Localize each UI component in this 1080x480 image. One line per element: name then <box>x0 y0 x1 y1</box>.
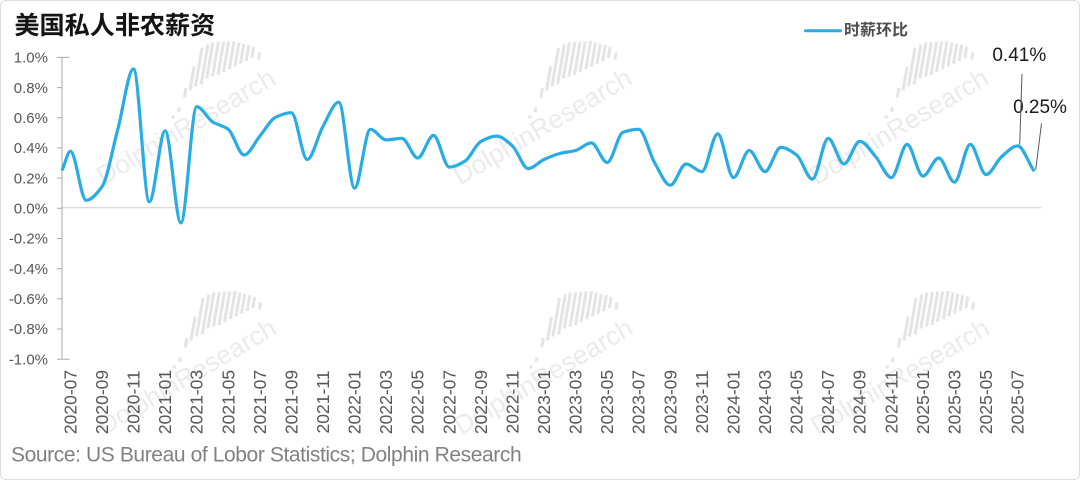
svg-text:2024-07: 2024-07 <box>818 370 838 434</box>
svg-text:-1.0%: -1.0% <box>9 351 48 368</box>
svg-text:2022-05: 2022-05 <box>408 370 428 434</box>
svg-text:2024-11: 2024-11 <box>881 371 901 434</box>
svg-text:0.25%: 0.25% <box>1013 97 1067 118</box>
svg-text:2021-01: 2021-01 <box>155 370 175 434</box>
svg-text:2023-05: 2023-05 <box>597 370 617 434</box>
svg-text:0.2%: 0.2% <box>14 170 48 187</box>
svg-text:2022-01: 2022-01 <box>345 370 365 434</box>
svg-text:DolphinResearch: DolphinResearch <box>804 62 993 190</box>
svg-text:2025-05: 2025-05 <box>976 370 996 434</box>
svg-text:2023-07: 2023-07 <box>629 370 649 434</box>
svg-text:Source: US Bureau of Lobor Sta: Source: US Bureau of Lobor Statistics; D… <box>11 444 521 467</box>
svg-text:2021-07: 2021-07 <box>250 370 270 434</box>
svg-text:2023-11: 2023-11 <box>692 371 712 434</box>
svg-text:2020-11: 2020-11 <box>124 371 144 434</box>
svg-text:2023-03: 2023-03 <box>566 370 586 434</box>
svg-text:0.6%: 0.6% <box>14 110 48 127</box>
svg-text:2021-11: 2021-11 <box>313 371 333 434</box>
svg-text:2024-05: 2024-05 <box>787 370 807 434</box>
svg-text:2022-09: 2022-09 <box>471 370 491 434</box>
svg-text:2025-03: 2025-03 <box>945 370 965 434</box>
svg-text:2021-09: 2021-09 <box>281 370 301 434</box>
svg-text:0.4%: 0.4% <box>14 140 48 157</box>
svg-text:1.0%: 1.0% <box>14 50 48 67</box>
svg-text:-0.6%: -0.6% <box>9 291 48 308</box>
svg-text:2024-03: 2024-03 <box>755 370 775 434</box>
svg-text:2023-09: 2023-09 <box>660 370 680 434</box>
svg-text:2025-07: 2025-07 <box>1008 370 1028 434</box>
svg-text:2020-07: 2020-07 <box>60 370 80 434</box>
svg-text:2020-09: 2020-09 <box>92 370 112 434</box>
svg-text:DolphinResearch: DolphinResearch <box>448 62 637 190</box>
svg-text:2022-07: 2022-07 <box>439 370 459 434</box>
svg-text:2023-01: 2023-01 <box>534 370 554 434</box>
svg-text:0.41%: 0.41% <box>992 45 1046 66</box>
svg-text:2025-01: 2025-01 <box>913 370 933 434</box>
svg-text:-0.4%: -0.4% <box>9 261 48 278</box>
svg-text:2024-09: 2024-09 <box>850 370 870 434</box>
svg-text:-0.8%: -0.8% <box>9 321 48 338</box>
svg-text:2021-05: 2021-05 <box>218 370 238 434</box>
svg-text:2022-11: 2022-11 <box>502 371 522 434</box>
svg-text:0.0%: 0.0% <box>14 201 48 218</box>
svg-text:2024-01: 2024-01 <box>724 370 744 434</box>
svg-text:2022-03: 2022-03 <box>376 370 396 434</box>
svg-text:2021-03: 2021-03 <box>187 370 207 434</box>
svg-text:0.8%: 0.8% <box>14 80 48 97</box>
svg-text:-0.2%: -0.2% <box>9 231 48 248</box>
